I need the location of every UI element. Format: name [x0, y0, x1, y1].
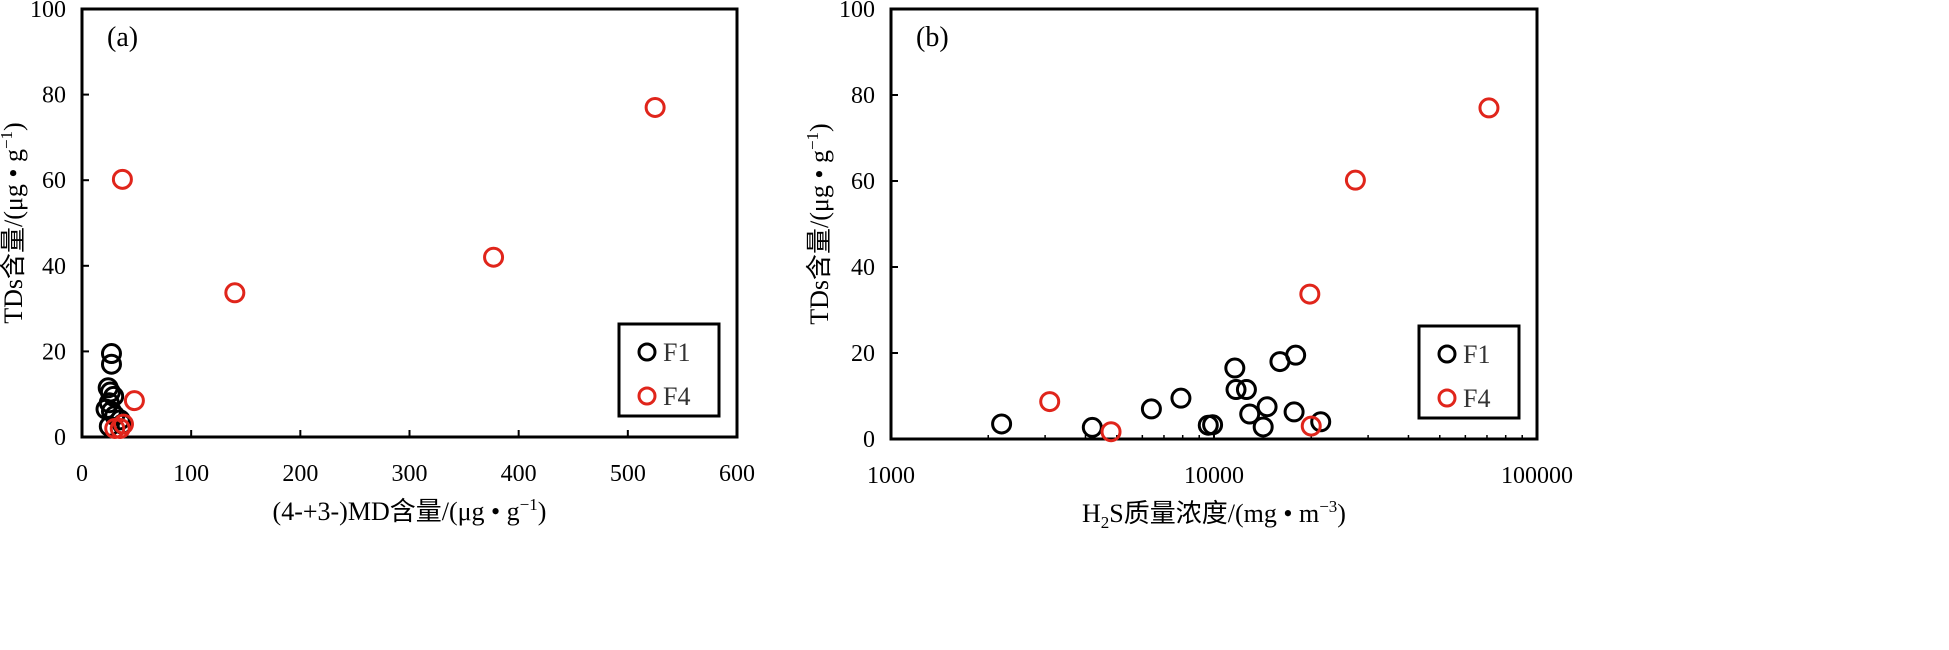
data-point-f4: [483, 246, 505, 268]
x-tick-label: 100: [173, 461, 209, 487]
x-tick-label: 400: [501, 461, 537, 487]
data-point-f1: [1252, 416, 1274, 438]
y-tick-label: 100: [30, 0, 66, 23]
data-point-f4: [1299, 283, 1321, 305]
legend-marker-f1: [637, 342, 657, 362]
data-point-f1: [1202, 414, 1224, 436]
x-tick-label: 0: [76, 461, 88, 487]
data-point-f1: [991, 413, 1013, 435]
panel-label-a: (a): [107, 22, 138, 53]
data-point-f4: [109, 417, 131, 439]
data-points-b: [991, 97, 1500, 443]
data-point-f1: [1235, 379, 1257, 401]
data-point-f1: [1285, 344, 1307, 366]
x-tick-label: 100000: [1501, 463, 1573, 489]
data-point-f1: [1081, 416, 1103, 438]
legend-a: F1 F4: [617, 322, 721, 418]
x-axis-title-b: H2S质量浓度/(mg • m−3): [1082, 497, 1346, 532]
x-tick-label: 600: [719, 461, 755, 487]
data-point-f1: [1256, 396, 1278, 418]
data-point-f1: [1170, 387, 1192, 409]
x-axis-title-a: (4-+3-)MD含量/(μg • g−1): [273, 495, 547, 526]
data-point-f4: [111, 168, 133, 190]
legend-box: [1417, 324, 1521, 420]
panel-b: (b) H2S质量浓度/(mg • m−3) TDs含量/(μg • g−1) …: [803, 0, 1573, 532]
legend-label-f4: F4: [1463, 384, 1490, 413]
legend-marker-f4: [1437, 388, 1457, 408]
legend-label-f4: F4: [663, 382, 690, 411]
x-ticks-a: 0 100 200 300 400 500 600: [76, 430, 755, 487]
panel-a: (a) (4-+3-)MD含量/(μg • g−1) TDs含量/(μg • g…: [0, 0, 755, 526]
data-point-f1: [1224, 357, 1246, 379]
y-tick-label: 100: [839, 0, 875, 23]
y-tick-label: 20: [42, 339, 66, 365]
data-point-f1: [1140, 398, 1162, 420]
data-point-f1: [1283, 401, 1305, 423]
x-tick-label: 1000: [867, 463, 915, 489]
y-tick-label: 80: [42, 83, 66, 109]
data-point-f4: [224, 282, 246, 304]
y-tick-label: 0: [54, 425, 66, 451]
x-tick-label: 300: [392, 461, 428, 487]
data-point-f1: [100, 353, 122, 375]
y-axis-title-b: TDs含量/(μg • g−1): [803, 123, 834, 324]
data-point-f4: [1039, 391, 1061, 413]
data-point-f1: [100, 343, 122, 365]
y-tick-label: 40: [851, 255, 875, 281]
data-points-a: [95, 96, 666, 439]
x-tick-label: 10000: [1184, 463, 1244, 489]
x-tick-label: 200: [282, 461, 318, 487]
data-point-f4: [1300, 415, 1322, 437]
legend-label-f1: F1: [663, 338, 690, 367]
legend-marker-f4: [637, 386, 657, 406]
y-tick-label: 40: [42, 254, 66, 280]
legend-label-f1: F1: [1463, 340, 1490, 369]
data-point-f4: [1344, 169, 1366, 191]
y-ticks-b: 0 20 40 60 80 100: [839, 0, 898, 453]
y-tick-label: 80: [851, 83, 875, 109]
data-point-f1: [1239, 403, 1261, 425]
data-point-f4: [112, 413, 134, 435]
data-point-f4: [1100, 421, 1122, 443]
x-ticks-b: 1000 10000 100000: [867, 432, 1573, 489]
data-point-f1: [1225, 379, 1247, 401]
y-tick-label: 60: [851, 169, 875, 195]
data-point-f4: [644, 96, 666, 118]
data-point-f1: [1310, 411, 1332, 433]
y-ticks-a: 0 20 40 60 80 100: [30, 0, 89, 451]
y-tick-label: 0: [863, 427, 875, 453]
y-tick-label: 20: [851, 341, 875, 367]
legend-b: F1 F4: [1417, 324, 1521, 420]
x-tick-label: 500: [610, 461, 646, 487]
panel-label-b: (b): [916, 22, 949, 53]
y-tick-label: 60: [42, 168, 66, 194]
data-point-f4: [1478, 97, 1500, 119]
legend-box: [617, 322, 721, 418]
legend-marker-f1: [1437, 344, 1457, 364]
data-point-f4: [123, 390, 145, 412]
y-axis-title-a: TDs含量/(μg • g−1): [0, 122, 28, 323]
